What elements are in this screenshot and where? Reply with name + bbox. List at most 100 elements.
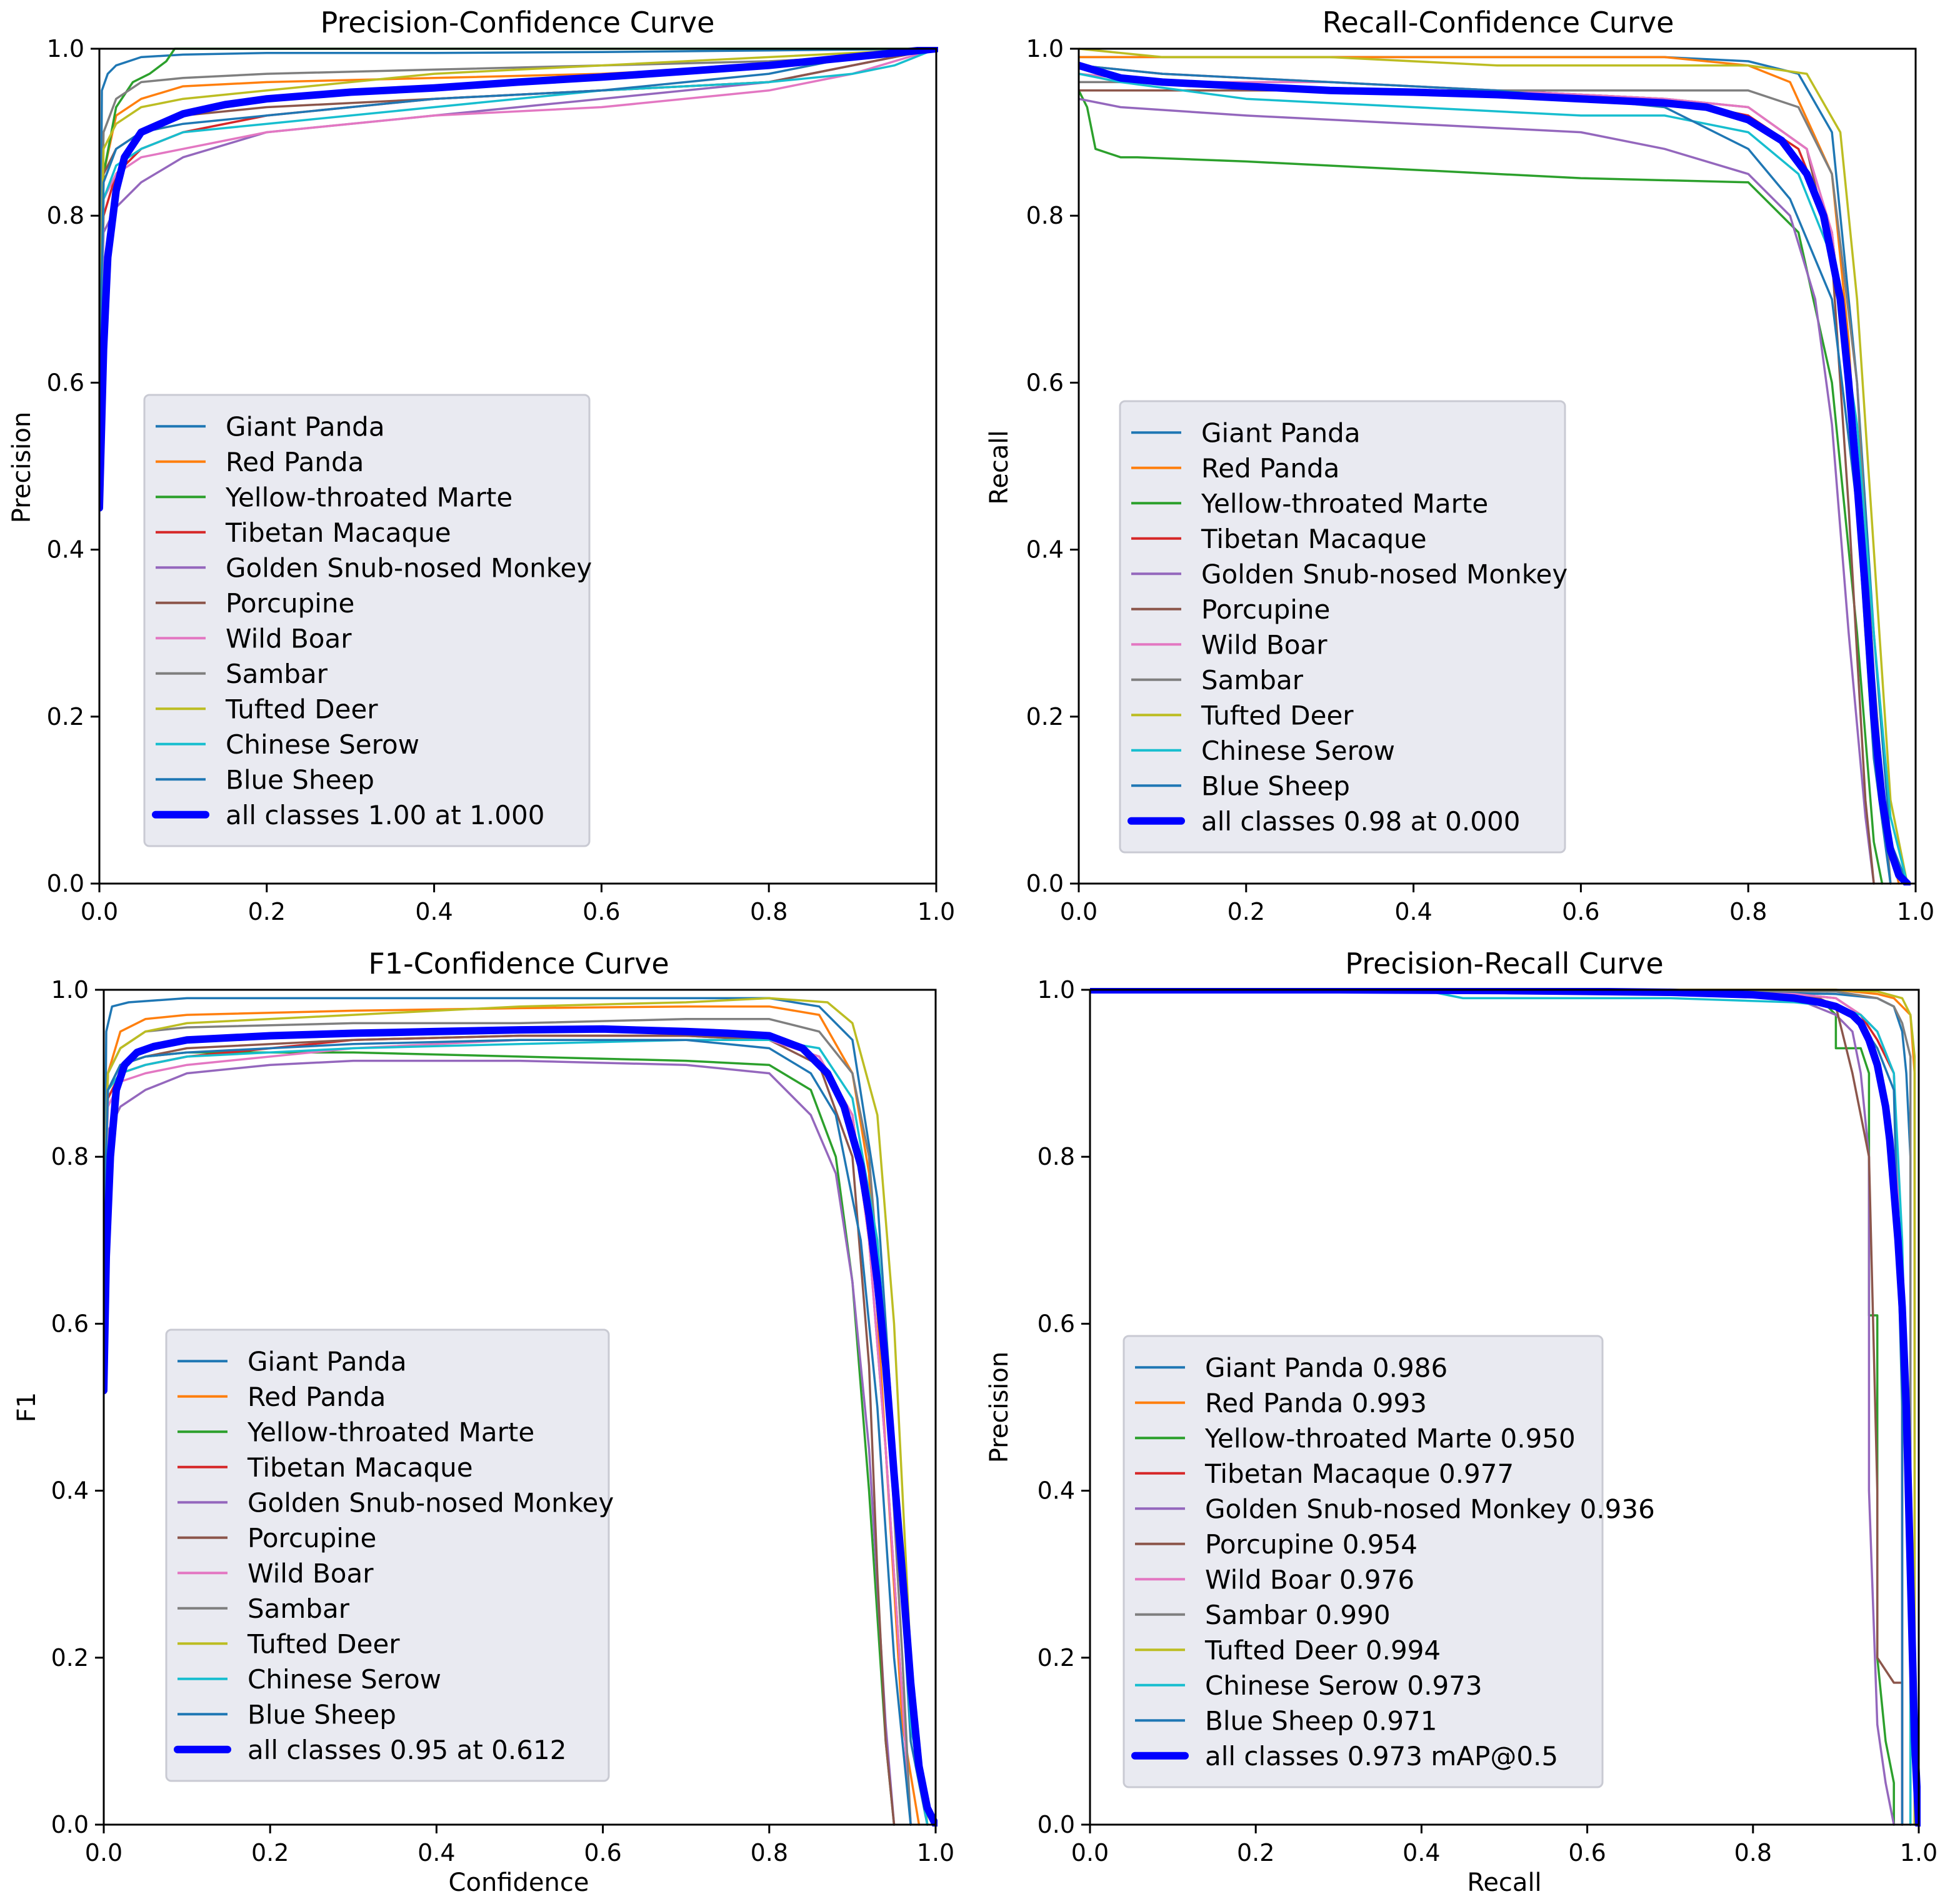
series-line-tufted-deer	[104, 997, 929, 1826]
legend-label-porcupine: Porcupine 0.954	[1205, 1529, 1418, 1560]
y-tick-label: 0.4	[1026, 536, 1064, 564]
y-tick-label: 0.0	[1026, 870, 1064, 897]
y-tick-label: 0.8	[1026, 202, 1064, 229]
legend: Giant Panda 0.986 Red Panda 0.993 Yellow-t…	[1122, 1335, 1655, 1788]
legend-label-tufted-deer: Tufted Deer	[247, 1628, 400, 1659]
legend-label-blue-sheep: Blue Sheep	[1201, 770, 1350, 801]
x-tick-label: 0.4	[1394, 898, 1432, 925]
series-line-wild-boar	[99, 47, 938, 384]
x-tick-label: 0.6	[1568, 1839, 1606, 1867]
x-tick-label: 0.0	[1071, 1839, 1109, 1867]
plot-frame	[1078, 47, 1917, 885]
series-line-chinese-serow	[99, 47, 938, 384]
x-tick-label: 0.4	[1402, 1839, 1440, 1867]
series-lines	[104, 997, 938, 1827]
legend-label-chinese-serow: Chinese Serow 0.973	[1205, 1670, 1482, 1701]
x-tick-label: 0.0	[85, 1839, 122, 1867]
series-line-red-panda	[104, 1005, 921, 1826]
series-line-all-classes	[1079, 61, 1911, 885]
x-tick-label: 0.6	[582, 898, 620, 925]
x-axis-label: Recall	[1467, 1868, 1541, 1897]
y-tick-label: 0.0	[1038, 1811, 1075, 1838]
legend-label-yellow-throated-marte: Yellow-throated Marte	[225, 482, 512, 512]
y-tick-label: 0.4	[51, 1477, 89, 1505]
series-lines	[99, 47, 938, 512]
y-tick-label: 1.0	[51, 976, 89, 1004]
x-tick-label: 0.8	[1734, 1839, 1772, 1867]
x-tick-label: 0.0	[81, 898, 118, 925]
legend-label-tibetan-macaque: Tibetan Macaque	[225, 517, 451, 548]
x-tick-label: 0.8	[750, 898, 788, 925]
x-axis-label: Confidence	[449, 1868, 589, 1897]
plot-frame	[102, 989, 937, 1826]
legend-label-yellow-throated-marte: Yellow-throated Marte	[1201, 488, 1488, 519]
legend-label-tufted-deer: Tufted Deer	[1201, 700, 1354, 730]
y-tick-label: 0.4	[47, 536, 84, 564]
y-tick-label: 1.0	[1026, 35, 1064, 62]
legend-label-giant-panda: Giant Panda 0.986	[1205, 1352, 1448, 1383]
series-line-golden-snub-nosed-monkey	[1079, 97, 1875, 885]
y-tick-label: 0.6	[1038, 1310, 1075, 1337]
legend: Giant Panda Red Panda Yellow-throated Mart…	[143, 394, 592, 847]
chart-f1-confidence: F1-Confidence Curve F1 Confidence 0.0 0.2…	[12, 947, 954, 1897]
series-line-giant-panda	[99, 47, 938, 509]
x-tick-label: 0.8	[1729, 898, 1767, 925]
series-line-blue-sheep	[99, 47, 938, 384]
legend-label-tibetan-macaque: Tibetan Macaque	[247, 1452, 473, 1483]
legend-box	[165, 1328, 610, 1782]
y-tick-label: 1.0	[1038, 976, 1075, 1004]
legend-label-chinese-serow: Chinese Serow	[226, 729, 419, 760]
x-tick-label: 1.0	[1900, 1839, 1938, 1867]
legend-label-all-classes: all classes 0.973 mAP@0.5	[1205, 1741, 1558, 1772]
legend-label-blue-sheep: Blue Sheep 0.971	[1205, 1705, 1438, 1736]
legend-label-tufted-deer: Tufted Deer 0.994	[1204, 1635, 1441, 1665]
chart-precision-recall: Precision-Recall Curve Precision Recall …	[985, 947, 1938, 1897]
y-tick-label: 0.8	[47, 202, 84, 229]
legend-label-sambar: Sambar	[226, 659, 328, 689]
legend-box	[143, 394, 591, 847]
series-line-golden-snub-nosed-monkey	[104, 1059, 896, 1826]
x-tick-label: 0.2	[1237, 1839, 1274, 1867]
x-tick-label: 0.4	[415, 898, 452, 925]
x-tick-label: 0.6	[1562, 898, 1599, 925]
plot-frame	[98, 47, 938, 885]
x-tick-label: 1.0	[918, 898, 955, 925]
legend-box	[1119, 400, 1566, 854]
x-tick-label: 1.0	[1897, 898, 1934, 925]
x-tick-label: 0.8	[751, 1839, 788, 1867]
x-tick-label: 1.0	[917, 1839, 954, 1867]
legend-label-golden-snub-nosed-monkey: Golden Snub-nosed Monkey	[1201, 559, 1568, 589]
legend-label-yellow-throated-marte: Yellow-throated Marte	[247, 1417, 534, 1447]
x-tick-label: 0.2	[251, 1839, 289, 1867]
series-line-all-classes	[1090, 988, 1921, 1827]
legend-label-red-panda: Red Panda 0.993	[1205, 1388, 1427, 1418]
y-tick-label: 0.6	[1026, 369, 1064, 396]
y-tick-label: 0.4	[1038, 1477, 1075, 1505]
series-lines	[1079, 47, 1911, 885]
legend-label-all-classes: all classes 0.95 at 0.612	[248, 1735, 566, 1765]
y-axis-label: Recall	[985, 430, 1014, 504]
y-tick-label: 0.2	[47, 703, 84, 730]
legend-label-golden-snub-nosed-monkey: Golden Snub-nosed Monkey	[248, 1487, 614, 1518]
y-tick-label: 0.6	[47, 369, 84, 396]
series-lines	[1090, 988, 1921, 1827]
y-tick-label: 0.8	[1038, 1143, 1075, 1170]
series-line-tufted-deer	[99, 47, 938, 367]
chart-title: Precision-Recall Curve	[1345, 947, 1663, 980]
y-tick-label: 0.8	[51, 1143, 89, 1170]
legend-label-tufted-deer: Tufted Deer	[225, 694, 378, 724]
legend-label-blue-sheep: Blue Sheep	[226, 764, 374, 795]
legend-label-giant-panda: Giant Panda	[248, 1346, 407, 1377]
y-tick-label: 1.0	[47, 35, 84, 62]
y-axis-label: Precision	[8, 412, 36, 523]
legend-label-sambar: Sambar	[248, 1593, 350, 1624]
legend-label-all-classes: all classes 1.00 at 1.000	[226, 800, 544, 830]
legend-label-wild-boar: Wild Boar	[248, 1558, 374, 1588]
legend: Giant Panda Red Panda Yellow-throated Mart…	[1119, 400, 1568, 854]
chart-title: F1-Confidence Curve	[368, 947, 669, 980]
x-tick-label: 0.4	[418, 1839, 455, 1867]
legend-label-sambar: Sambar	[1201, 665, 1304, 695]
legend-label-tibetan-macaque: Tibetan Macaque	[1201, 524, 1427, 554]
legend-label-porcupine: Porcupine	[226, 588, 354, 619]
chart-title: Precision-Confidence Curve	[321, 6, 715, 39]
